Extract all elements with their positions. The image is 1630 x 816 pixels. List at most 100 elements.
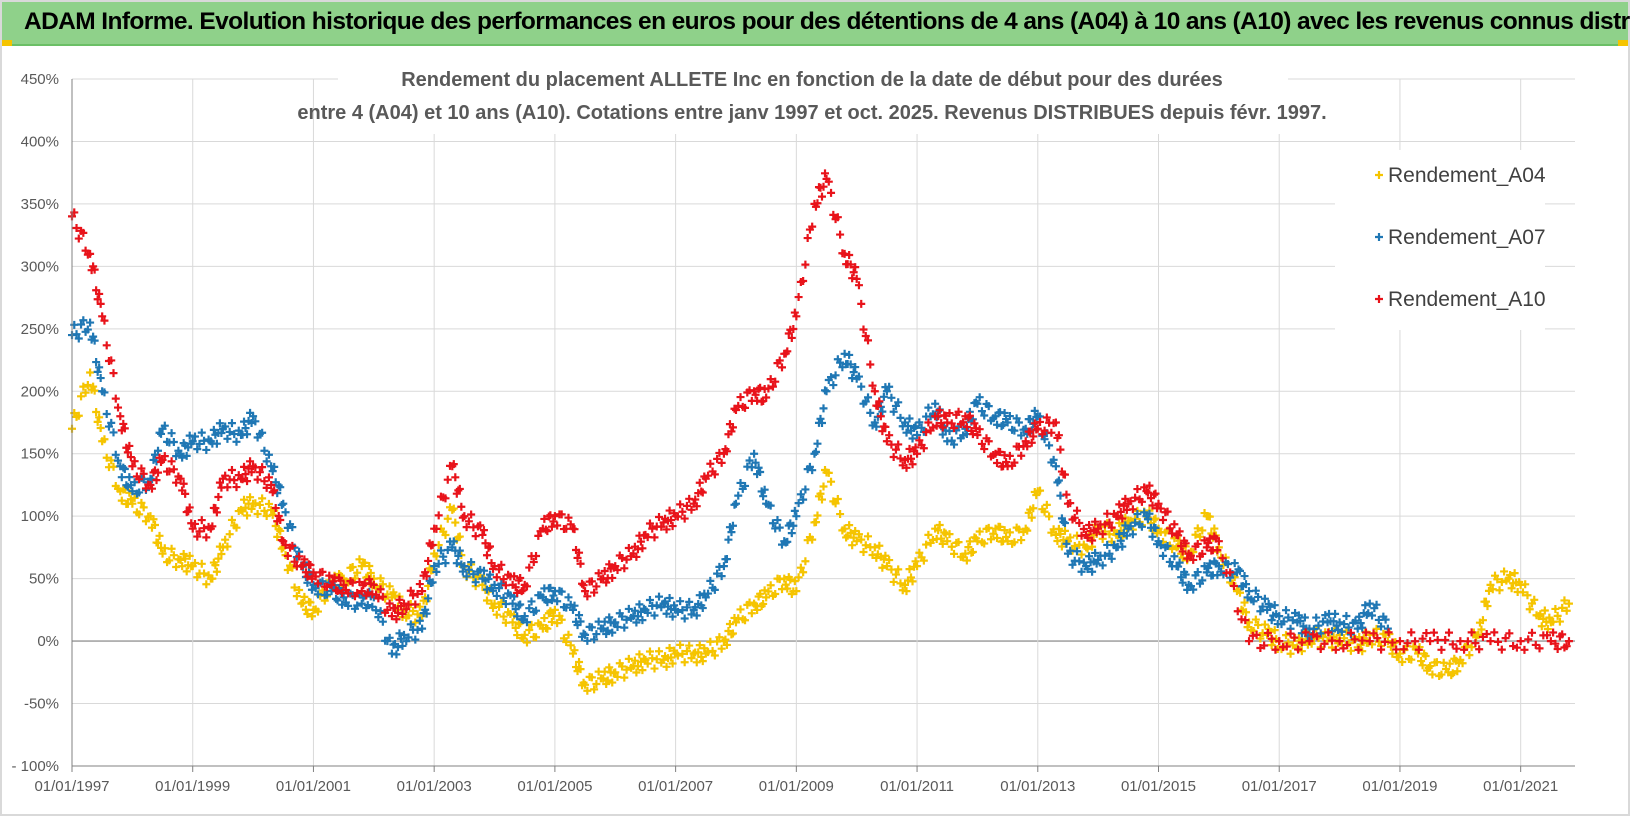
data-marker: [123, 499, 132, 508]
data-marker: [211, 504, 220, 513]
data-marker: [77, 320, 86, 329]
data-marker: [513, 631, 522, 640]
data-marker: [336, 576, 345, 585]
data-marker: [1527, 628, 1536, 637]
data-marker: [725, 619, 734, 628]
data-marker: [1520, 645, 1529, 654]
data-marker: [1151, 489, 1160, 498]
data-marker: [756, 468, 765, 477]
data-marker: [787, 333, 796, 342]
data-marker: [665, 506, 674, 515]
data-marker: [1230, 559, 1239, 568]
data-marker: [1282, 631, 1291, 640]
data-marker: [376, 607, 385, 616]
data-marker: [695, 591, 704, 600]
data-marker: [214, 492, 223, 501]
data-marker: [200, 569, 209, 578]
data-marker: [111, 450, 120, 459]
data-marker: [482, 585, 491, 594]
data-marker: [1066, 533, 1075, 542]
data-marker: [592, 630, 601, 639]
data-marker: [801, 557, 810, 566]
data-marker: [715, 448, 724, 457]
data-marker: [467, 558, 476, 567]
data-marker: [608, 678, 617, 687]
data-marker: [258, 494, 267, 503]
data-marker: [691, 495, 700, 504]
data-marker: [1143, 488, 1152, 497]
data-marker: [1010, 426, 1019, 435]
x-tick-label: 01/01/1999: [155, 778, 230, 795]
data-marker: [813, 199, 822, 208]
data-marker: [271, 504, 280, 513]
data-marker: [583, 686, 592, 695]
data-marker: [668, 612, 677, 621]
data-marker: [1085, 521, 1094, 530]
data-marker: [650, 611, 659, 620]
data-marker: [1324, 628, 1333, 637]
data-marker: [1153, 529, 1161, 538]
data-marker: [670, 646, 679, 655]
data-marker: [1509, 642, 1518, 651]
data-marker: [96, 424, 105, 433]
data-marker: [680, 514, 689, 523]
x-tick-label: 01/01/2015: [1121, 778, 1196, 795]
data-marker: [1189, 585, 1198, 594]
data-marker: [1437, 670, 1446, 679]
data-marker: [911, 422, 920, 431]
data-marker: [443, 475, 452, 484]
data-marker: [710, 651, 719, 660]
data-marker: [678, 649, 687, 658]
data-marker: [618, 662, 627, 671]
data-marker: [1490, 628, 1499, 637]
data-marker: [759, 396, 768, 405]
data-marker: [1478, 616, 1487, 625]
data-marker: [240, 495, 249, 504]
data-marker: [1297, 638, 1306, 647]
data-marker: [519, 586, 528, 595]
data-marker: [1525, 605, 1534, 614]
data-marker: [1551, 604, 1560, 613]
data-marker: [1254, 592, 1263, 601]
data-marker: [947, 419, 956, 428]
data-marker: [745, 456, 754, 465]
data-marker: [1354, 645, 1363, 654]
data-marker: [977, 439, 986, 448]
x-tick-label: 01/01/2019: [1362, 778, 1437, 795]
data-marker: [964, 543, 973, 552]
data-marker: [1441, 635, 1450, 644]
data-marker: [1178, 578, 1187, 587]
data-marker: [451, 473, 460, 482]
data-marker: [169, 465, 178, 474]
data-marker: [246, 493, 255, 502]
data-marker: [306, 598, 315, 607]
data-marker: [570, 646, 579, 655]
data-marker: [680, 658, 689, 667]
data-marker: [1288, 641, 1297, 650]
data-marker: [120, 464, 129, 473]
data-marker: [333, 586, 342, 595]
data-marker: [698, 657, 707, 666]
data-marker: [662, 609, 671, 618]
data-marker: [1251, 586, 1260, 595]
data-marker: [83, 250, 92, 259]
data-marker: [968, 548, 977, 557]
data-marker: [1105, 518, 1114, 527]
data-marker: [1320, 639, 1329, 648]
data-marker: [587, 673, 596, 682]
data-marker: [676, 500, 685, 509]
data-marker: [848, 274, 857, 283]
data-marker: [751, 390, 760, 399]
data-marker: [190, 558, 199, 567]
data-marker: [1355, 612, 1364, 621]
data-marker: [1540, 606, 1549, 615]
data-marker: [1079, 558, 1088, 567]
data-marker: [443, 545, 452, 554]
data-marker: [262, 512, 271, 521]
data-marker: [292, 592, 301, 601]
data-marker: [154, 538, 163, 547]
data-marker: [1523, 591, 1532, 600]
data-marker: [1346, 628, 1355, 637]
data-marker: [1506, 571, 1515, 580]
data-marker: [428, 540, 437, 549]
